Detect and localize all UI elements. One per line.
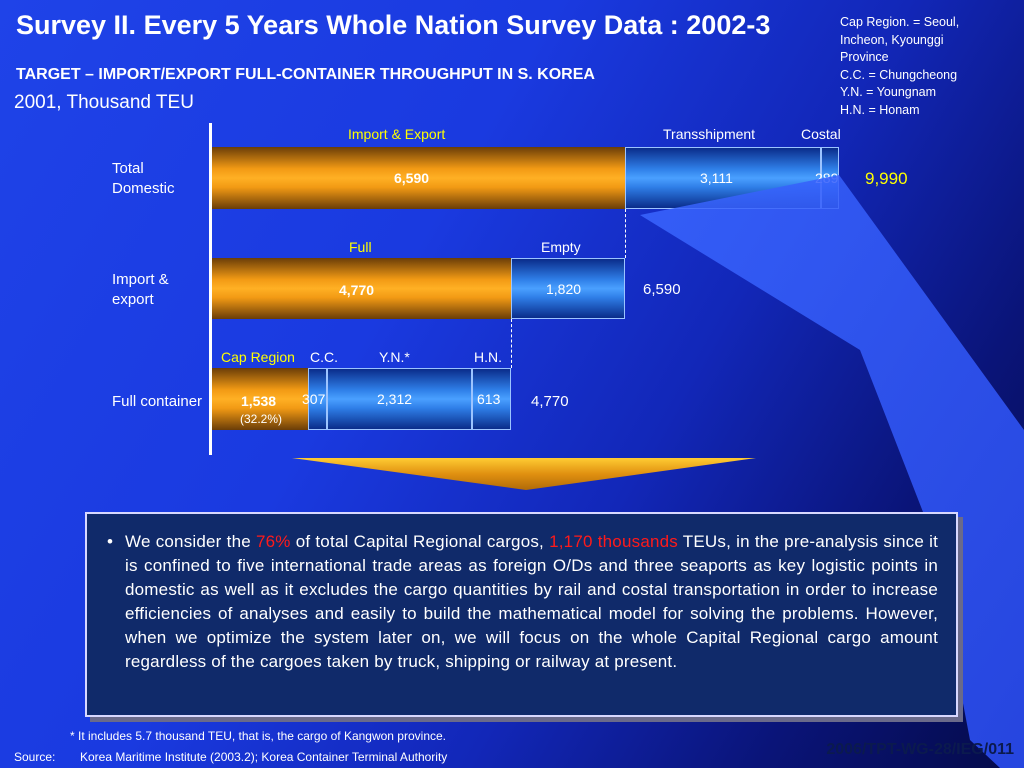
data-label: 1,538 bbox=[241, 393, 277, 409]
source-label: Source: bbox=[14, 750, 56, 764]
abbreviation-legend: Cap Region. = Seoul, Incheon, Kyounggi P… bbox=[840, 14, 959, 119]
chart-subtitle: TARGET – IMPORT/EXPORT FULL-CONTAINER TH… bbox=[16, 66, 595, 83]
segment-header-import-export: Import & Export bbox=[348, 126, 446, 142]
data-label: 307 bbox=[302, 391, 326, 407]
bar-total-label: 6,590 bbox=[643, 281, 681, 298]
row-label-import-export: Import & export bbox=[112, 270, 169, 310]
segment-header-cc: C.C. bbox=[310, 349, 338, 365]
note-part: of total Capital Regional cargos, bbox=[290, 532, 550, 551]
legend-note-line: C.C. = Chungcheong bbox=[840, 67, 958, 82]
wedge-shape bbox=[640, 175, 1024, 768]
bullet-glyph: • bbox=[107, 532, 114, 551]
legend-note-line: Province bbox=[840, 50, 889, 64]
connector-line bbox=[511, 319, 512, 368]
bar-total-label: 9,990 bbox=[865, 169, 908, 188]
row-label-total-domestic: Total Domestic bbox=[112, 159, 175, 199]
bar-segment-hn bbox=[472, 368, 511, 430]
unit-label: 2001, Thousand TEU bbox=[14, 92, 194, 113]
share-label: (32.2%) bbox=[240, 412, 283, 426]
data-label: 6,590 bbox=[394, 170, 430, 186]
segment-header-cap-region: Cap Region bbox=[221, 349, 295, 365]
highlight-quantity: 1,170 thousands bbox=[549, 532, 678, 551]
legend-note-line: H.N. = Honam bbox=[840, 102, 920, 117]
highlight-percentage: 76% bbox=[255, 532, 291, 551]
data-label: 613 bbox=[477, 391, 501, 407]
bar-segment-cap-region bbox=[212, 368, 308, 430]
source-text: Korea Maritime Institute (2003.2); Korea… bbox=[80, 750, 448, 764]
segment-header-hn: H.N. bbox=[474, 349, 502, 365]
connector-line bbox=[625, 209, 626, 258]
legend-note-line: Y.N. = Youngnam bbox=[840, 85, 937, 99]
segment-header-costal: Costal bbox=[801, 126, 841, 142]
bar-total-label: 4,770 bbox=[531, 393, 569, 410]
data-label: 1,820 bbox=[546, 281, 582, 297]
document-code: 2006/TPT-WG-28/IEG/011 bbox=[826, 741, 1014, 758]
bar-segment-empty bbox=[511, 258, 625, 319]
row-label-full-container: Full container bbox=[112, 393, 203, 410]
row-label-line: Total bbox=[112, 160, 144, 177]
segment-header-empty: Empty bbox=[541, 239, 581, 255]
page-title: Survey II. Every 5 Years Whole Nation Su… bbox=[16, 10, 771, 40]
legend-note-line: Cap Region. = Seoul, bbox=[840, 15, 960, 29]
data-label: 3,111 bbox=[700, 170, 733, 186]
funnel-arrow bbox=[292, 458, 756, 490]
bar-segment-full bbox=[212, 258, 511, 319]
explanation-text: • We consider the 76% of total Capital Re… bbox=[107, 530, 939, 674]
explanation-box: • We consider the 76% of total Capital Re… bbox=[85, 512, 958, 717]
row-label-line: Domestic bbox=[112, 180, 175, 197]
row-label-line: Import & bbox=[112, 271, 169, 288]
legend-note-line: Incheon, Kyounggi bbox=[840, 32, 944, 47]
bar-segment-cc bbox=[308, 368, 327, 430]
segment-header-full: Full bbox=[349, 239, 372, 255]
row-label-line: export bbox=[112, 291, 154, 308]
data-label: 4,770 bbox=[339, 282, 375, 298]
note-part: TEUs, in the pre-analysis since it is co… bbox=[125, 532, 939, 671]
bar-segment-import-export bbox=[212, 147, 625, 209]
bar-segment-yn bbox=[327, 368, 472, 430]
vertical-axis bbox=[209, 123, 212, 455]
footnote: * It includes 5.7 thousand TEU, that is,… bbox=[70, 729, 447, 743]
segment-header-transshipment: Transshipment bbox=[663, 126, 756, 142]
segment-header-yn: Y.N.* bbox=[379, 349, 410, 365]
note-part: We consider the bbox=[125, 532, 256, 551]
data-label: 2,312 bbox=[377, 391, 413, 407]
